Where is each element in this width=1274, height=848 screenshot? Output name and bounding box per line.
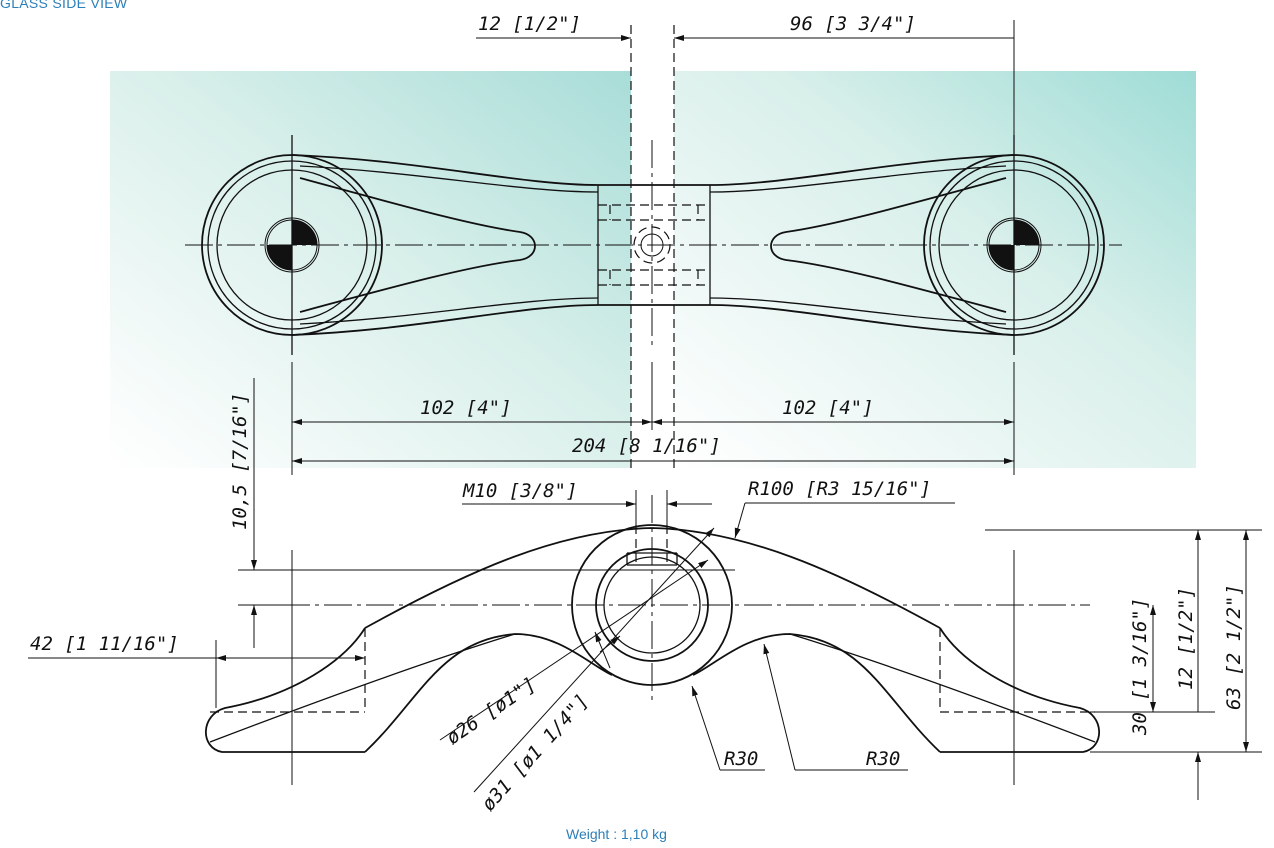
glass-panel-left — [110, 71, 631, 468]
dim-half-left: 102 [4"] — [420, 397, 512, 419]
dim-glass-gap: 12 [1/2"] — [478, 13, 581, 35]
dim-inner-diameter: ø26 [ø1"] — [442, 673, 540, 749]
side-dimensions — [28, 378, 1262, 800]
dim-vertical-offset: 10,5 [7/16"] — [229, 393, 251, 530]
dim-radius-right: R30 — [866, 748, 900, 770]
weight-label: Weight : 1,10 kg — [566, 826, 667, 842]
dim-height-12: 12 [1/2"] — [1175, 587, 1197, 690]
dim-height-63: 63 [2 1/2"] — [1223, 584, 1245, 710]
side-view-fitting — [204, 495, 1101, 785]
top-view-fitting — [185, 135, 1122, 355]
glass-panel-right — [674, 71, 1196, 468]
dim-thread: M10 [3/8"] — [462, 480, 577, 502]
glass-edges — [630, 25, 675, 470]
dim-top-radius: R100 [R3 15/16"] — [748, 478, 931, 500]
dim-radius-left: R30 — [724, 748, 758, 770]
dim-edge-offset: 42 [1 11/16"] — [30, 633, 179, 655]
dim-height-30: 30 [1 3/16"] — [1129, 598, 1151, 736]
top-dimensions — [291, 20, 1015, 475]
dim-total-length: 204 [8 1/16"] — [572, 435, 721, 457]
view-title: GLASS SIDE VIEW — [0, 0, 128, 11]
dim-offset-right: 96 [3 3/4"] — [790, 13, 916, 35]
dim-half-right: 102 [4"] — [782, 397, 874, 419]
